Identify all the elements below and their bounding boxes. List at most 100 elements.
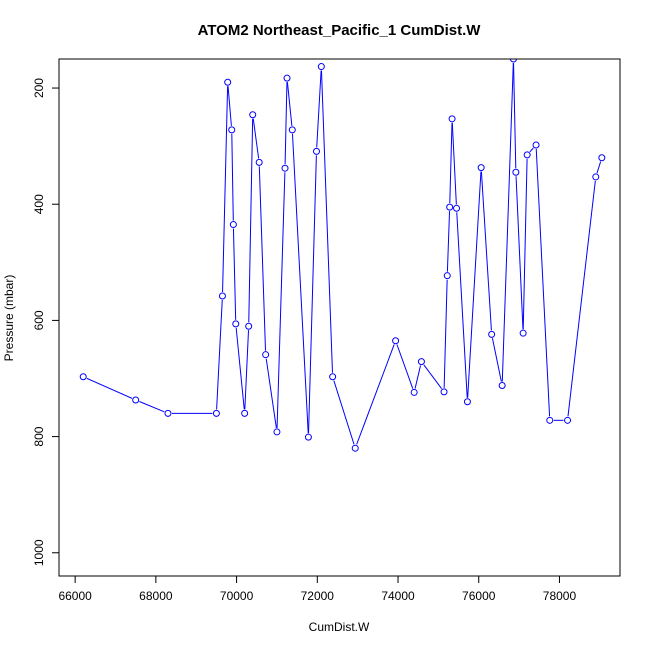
x-tick-label: 78000 <box>543 589 577 603</box>
data-point <box>232 320 240 328</box>
series-line-segment <box>252 118 260 159</box>
data-point <box>410 388 418 396</box>
y-tick-label: 1000 <box>32 539 46 566</box>
data-point <box>598 154 606 162</box>
y-tick-label: 400 <box>32 194 46 214</box>
series-line-segment <box>501 62 514 382</box>
series-line-segment <box>529 147 534 153</box>
series-line-segment <box>414 365 421 389</box>
data-point <box>448 115 456 123</box>
series-line-segment <box>396 344 414 389</box>
x-tick-label: 70000 <box>220 589 254 603</box>
series-line-segment <box>244 330 250 410</box>
data-point <box>443 272 451 280</box>
y-axis: 200 400 600 800 1000 <box>32 78 60 566</box>
series-line-segment <box>515 176 524 330</box>
series-line-segment <box>227 86 232 126</box>
series-line-segment <box>139 401 165 413</box>
x-axis-label: CumDist.W <box>309 620 370 634</box>
data-point <box>283 74 291 82</box>
data-point <box>477 164 485 172</box>
data-point <box>523 151 531 159</box>
series-line-segment <box>222 86 229 293</box>
data-point <box>351 444 359 452</box>
x-axis: 66000 68000 70000 72000 74000 76000 78000 <box>58 575 577 603</box>
series-line-segment <box>451 122 457 205</box>
y-tick-label: 800 <box>32 426 46 446</box>
series-line-segment <box>333 380 355 445</box>
series-line-segment <box>449 122 453 204</box>
series-line-segment <box>284 82 288 165</box>
data-point <box>241 409 249 417</box>
x-tick-label: 72000 <box>301 589 335 603</box>
data-point <box>228 126 236 134</box>
data-point <box>519 329 527 337</box>
x-tick-label: 66000 <box>58 589 92 603</box>
data-point <box>273 428 281 436</box>
data-point <box>453 204 461 212</box>
data-point <box>224 78 232 86</box>
series-line-segment <box>446 211 451 272</box>
data-point <box>132 396 140 404</box>
data-point <box>317 63 325 71</box>
data-point <box>564 416 572 424</box>
series-line-segment <box>356 344 395 445</box>
series-line-segment <box>258 166 267 351</box>
plot-frame <box>58 58 621 577</box>
series-line-segment <box>286 82 293 126</box>
series-line-segment <box>248 118 254 323</box>
data-point <box>512 168 520 176</box>
data-point <box>417 358 425 366</box>
data-point <box>255 158 263 166</box>
data-point <box>532 141 540 149</box>
data-point <box>218 292 226 300</box>
series-line-segment <box>308 155 317 434</box>
y-axis-label: Pressure (mbar) <box>2 275 16 362</box>
data-point <box>212 409 220 417</box>
data-point <box>463 398 471 406</box>
data-point <box>392 337 400 345</box>
data-point <box>281 164 289 172</box>
series-line-segment <box>567 180 596 417</box>
data-point <box>498 381 506 389</box>
x-tick-label: 76000 <box>462 589 496 603</box>
y-tick-label: 600 <box>32 310 46 330</box>
series-line-segment <box>265 358 277 429</box>
series-line-segment <box>596 161 602 174</box>
series-line-segment <box>491 338 502 382</box>
series-line-segment <box>423 364 443 389</box>
series-line-segment <box>232 228 237 320</box>
series-line-segment <box>276 172 286 428</box>
series-line-segment <box>320 70 333 373</box>
chart-title: ATOM2 Northeast_Pacific_1 CumDist.W <box>198 22 482 39</box>
series-line-segment <box>467 171 482 398</box>
data-point <box>488 330 496 338</box>
series-line-segment <box>456 212 468 398</box>
series-line-segment <box>535 148 551 417</box>
series-line-segment <box>86 377 133 399</box>
data-point <box>329 373 337 381</box>
series-line-segment <box>216 299 223 410</box>
data-point <box>245 322 253 330</box>
data-point <box>249 111 257 119</box>
x-tick-label: 68000 <box>139 589 173 603</box>
data-point <box>229 221 237 229</box>
data-point <box>440 388 448 396</box>
series-line-segment <box>522 158 528 330</box>
data-point <box>592 173 600 181</box>
series-line-segment <box>316 70 322 148</box>
data-point <box>164 409 172 417</box>
data-point <box>79 373 87 381</box>
data-point <box>288 126 296 134</box>
series-line-segment <box>235 327 245 410</box>
data-point <box>509 59 517 63</box>
x-tick-label: 74000 <box>381 589 415 603</box>
data-point <box>446 203 454 211</box>
data-point <box>312 147 320 155</box>
y-tick-label: 200 <box>32 78 46 98</box>
data-point <box>304 433 312 441</box>
series-line-segment <box>513 62 517 169</box>
series-line-segment <box>443 279 448 388</box>
series-line-segment <box>231 133 234 221</box>
